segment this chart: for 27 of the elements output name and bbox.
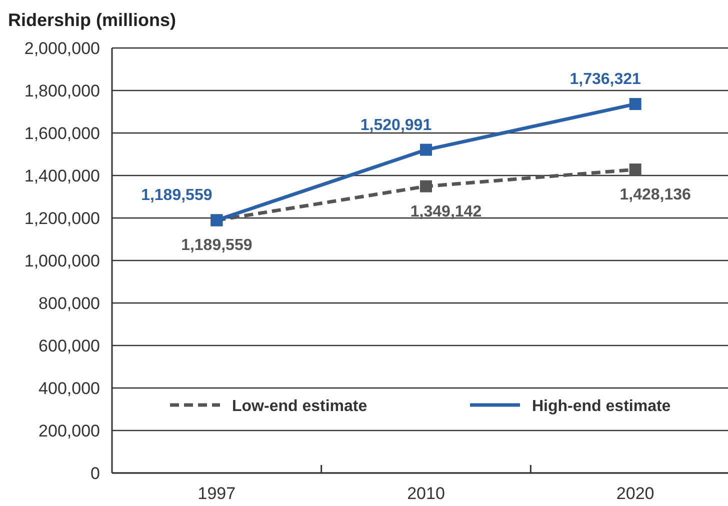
y-tick-label: 1,600,000 — [24, 124, 100, 143]
y-tick-label: 600,000 — [38, 336, 100, 356]
y-tick-label: 200,000 — [38, 422, 100, 440]
legend-label: Low-end estimate — [232, 398, 368, 415]
x-tick-label: 2020 — [616, 484, 654, 503]
y-tick-label: 0 — [90, 464, 100, 483]
data-label: 1,189,559 — [141, 187, 212, 204]
data-label: 1,349,142 — [410, 203, 482, 220]
y-tick-label: 1,000,000 — [24, 252, 100, 270]
y-tick-label: 400,000 — [38, 379, 100, 398]
y-tick-label: 1,200,000 — [24, 209, 100, 228]
x-tick-label: 2010 — [407, 484, 445, 503]
chart-title: Ridership (millions) — [8, 10, 176, 30]
data-label: 1,189,559 — [181, 237, 252, 254]
point — [420, 180, 432, 192]
point — [629, 164, 642, 176]
point — [629, 98, 642, 110]
data-label: 1,428,136 — [620, 186, 692, 204]
y-tick-label: 1,400,000 — [24, 166, 100, 186]
y-tick-label: 800,000 — [38, 294, 100, 313]
data-label: 1,520,991 — [360, 116, 432, 134]
legend-label: High-end estimate — [532, 398, 671, 415]
x-tick-label: 1997 — [198, 484, 236, 503]
y-tick-label: 2,000,000 — [24, 39, 100, 58]
y-tick-label: 1,800,000 — [24, 82, 100, 100]
data-label: 1,736,321 — [570, 71, 642, 88]
point — [420, 144, 432, 156]
